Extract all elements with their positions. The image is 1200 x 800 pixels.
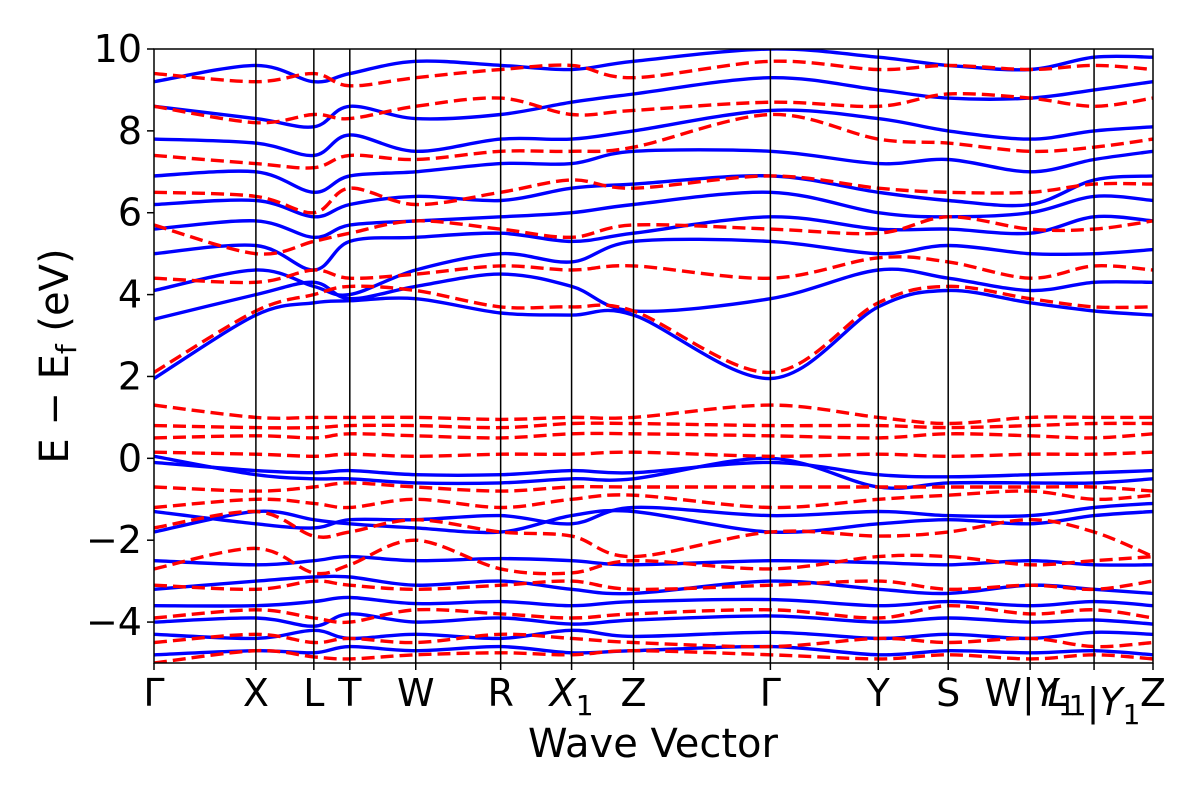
x-tick-label: T [337, 671, 362, 715]
solid-band-14 [154, 190, 1153, 240]
dashed-band-12 [154, 284, 1153, 375]
solid-band-2 [154, 612, 1153, 628]
dashed-band-8 [154, 450, 1153, 459]
x-tick-label: Γ [760, 671, 781, 715]
x-tick-label: L [303, 671, 324, 715]
plot-frame [153, 48, 1154, 664]
x-axis-title: Wave Vector [528, 721, 779, 767]
y-tick-label: −2 [86, 518, 142, 562]
y-axis-title-unit: (eV) [32, 248, 78, 344]
dashed-band-11 [154, 403, 1153, 426]
dashed-band-2 [154, 603, 1153, 625]
dashed-band-4 [154, 538, 1153, 576]
dashed-band-0 [154, 648, 1153, 663]
y-tick-label: −4 [86, 600, 142, 644]
solid-band-18 [154, 75, 1153, 129]
dashed-band-14 [154, 215, 1153, 256]
x-tick-label: Z [1140, 671, 1166, 715]
x-tick-label: Y [866, 671, 891, 715]
dashed-band-3 [154, 579, 1153, 592]
dashed-band-10 [154, 421, 1153, 430]
x-tick-label: L1|Y1 [1048, 671, 1141, 731]
dashed-band-5 [154, 509, 1153, 559]
y-tick-label: 0 [118, 436, 142, 480]
dashed-band-18 [154, 59, 1153, 88]
x-tick-label: R [487, 671, 513, 715]
x-tick-label: S [936, 671, 960, 715]
x-tick-label: Z [620, 671, 646, 715]
bands-layer [154, 49, 1153, 663]
y-tick-label: 4 [118, 273, 142, 317]
dashed-band-7 [154, 481, 1153, 493]
dashed-band-13 [154, 255, 1153, 285]
x-tick-label: X [243, 671, 269, 715]
solid-band-17 [154, 108, 1153, 158]
y-axis-title-sub: f [50, 343, 83, 354]
solid-band-10 [154, 288, 1153, 381]
x-tick-label: Γ [143, 671, 164, 715]
dashed-band-1 [154, 632, 1153, 649]
x-tick-label: W|Y1 [984, 671, 1075, 722]
solid-band-9 [154, 454, 1153, 490]
y-tick-label: 10 [94, 27, 142, 71]
x-tick-label: X1 [548, 671, 594, 722]
y-tick-label: 6 [118, 191, 142, 235]
y-axis-title: E − Ef (eV) [32, 248, 83, 463]
solid-band-3 [154, 595, 1153, 608]
kpoint-separators [255, 49, 1095, 663]
y-tick-label: 8 [118, 109, 142, 153]
solid-band-8 [154, 460, 1153, 479]
solid-band-15 [154, 174, 1153, 219]
y-axis: −4 −2 0 2 4 6 8 10 [86, 27, 154, 644]
dashed-band-17 [154, 92, 1153, 125]
y-axis-title-main: E − E [32, 354, 78, 464]
solid-band-7 [154, 501, 1153, 530]
dashed-band-16 [154, 112, 1153, 170]
dashed-band-9 [154, 431, 1153, 440]
y-tick-label: 2 [118, 354, 142, 398]
x-tick-label: W [397, 671, 435, 715]
solid-band-12 [154, 237, 1153, 297]
dashed-band-6 [154, 489, 1153, 510]
